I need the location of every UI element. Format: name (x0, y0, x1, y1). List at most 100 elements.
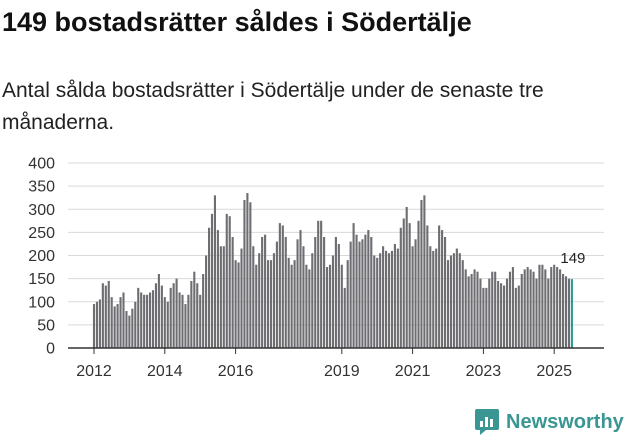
bar (402, 218, 405, 348)
newsworthy-brand[interactable]: Newsworthy (474, 406, 624, 438)
bar (225, 213, 228, 349)
bar (308, 269, 311, 349)
y-tick-label: 250 (28, 225, 55, 242)
bar (538, 264, 541, 348)
bar (526, 267, 529, 348)
bar (411, 246, 414, 348)
bar (246, 193, 249, 348)
bar (502, 285, 506, 348)
bar (266, 260, 270, 349)
bar (131, 308, 134, 348)
brand-name: Newsworthy (506, 410, 624, 433)
chart-title: 149 bostadsrätter såldes i Södertälje (2, 7, 472, 37)
bar (500, 283, 503, 348)
bar (435, 248, 438, 348)
bar (234, 260, 237, 349)
bar (564, 276, 568, 348)
bar (414, 239, 417, 348)
y-tick-label: 150 (28, 271, 55, 288)
bar (470, 274, 473, 348)
y-tick-label: 200 (28, 248, 55, 265)
bar (113, 306, 116, 349)
bar (488, 278, 491, 349)
bar (296, 239, 299, 348)
latest-value-label: 149 (560, 250, 585, 267)
bar (426, 225, 429, 348)
bar (302, 246, 305, 348)
x-tick-label: 2023 (466, 363, 502, 380)
bar (264, 234, 267, 348)
bar (151, 290, 155, 348)
annotations: 149 (560, 250, 585, 267)
bar (379, 253, 382, 348)
bar (119, 297, 122, 349)
bar (438, 225, 441, 348)
y-tick-label: 300 (28, 202, 55, 219)
bar (202, 274, 205, 348)
bar (567, 278, 571, 349)
bar (441, 230, 444, 348)
bar (240, 248, 243, 348)
bar (352, 223, 355, 348)
bar (429, 246, 432, 348)
bar (423, 195, 426, 349)
bar (287, 257, 290, 348)
bar (473, 269, 476, 349)
x-axis: 2012 2014 2016 2019 2021 2023 2025 (68, 347, 604, 380)
bar (137, 287, 140, 349)
bar (125, 311, 128, 348)
bar (432, 250, 435, 349)
bar (559, 269, 562, 349)
bar (455, 248, 458, 348)
bar (272, 253, 276, 348)
bar (258, 253, 261, 348)
bar (157, 274, 160, 348)
bar (278, 223, 281, 348)
bar (184, 304, 187, 348)
bar (508, 271, 512, 348)
bar (511, 267, 514, 348)
bar (196, 283, 199, 348)
y-tick-label: 100 (28, 294, 55, 311)
bar-series (92, 193, 573, 349)
bar (207, 227, 211, 348)
bar (535, 278, 538, 349)
bar (364, 234, 367, 348)
bar (255, 264, 258, 348)
bar (547, 278, 550, 349)
bar (328, 264, 332, 348)
bar (417, 220, 420, 348)
x-tick-label: 2012 (76, 363, 112, 380)
bar (110, 297, 113, 349)
bar (148, 292, 152, 348)
bar (190, 280, 193, 348)
bar (290, 264, 293, 348)
bar (193, 271, 196, 348)
bar (231, 237, 234, 348)
bar (219, 246, 222, 348)
bar (331, 255, 335, 348)
bar (143, 294, 146, 348)
bar (449, 255, 453, 348)
bar (497, 280, 500, 348)
bar (134, 301, 137, 348)
bar (343, 287, 346, 349)
bar (128, 315, 131, 349)
bar (284, 237, 287, 348)
bar (98, 299, 101, 348)
bar (249, 202, 252, 348)
bar (92, 304, 96, 348)
bar (467, 276, 470, 348)
bar (107, 280, 110, 348)
bar (293, 260, 296, 349)
bar (544, 269, 547, 349)
bar (399, 227, 402, 348)
bar (491, 271, 494, 348)
x-tick-label: 2014 (147, 363, 183, 380)
bar (140, 292, 143, 348)
bar (243, 200, 246, 348)
bar (317, 220, 320, 348)
bar (269, 260, 273, 349)
bar (122, 292, 125, 348)
x-tick-label: 2019 (324, 363, 360, 380)
